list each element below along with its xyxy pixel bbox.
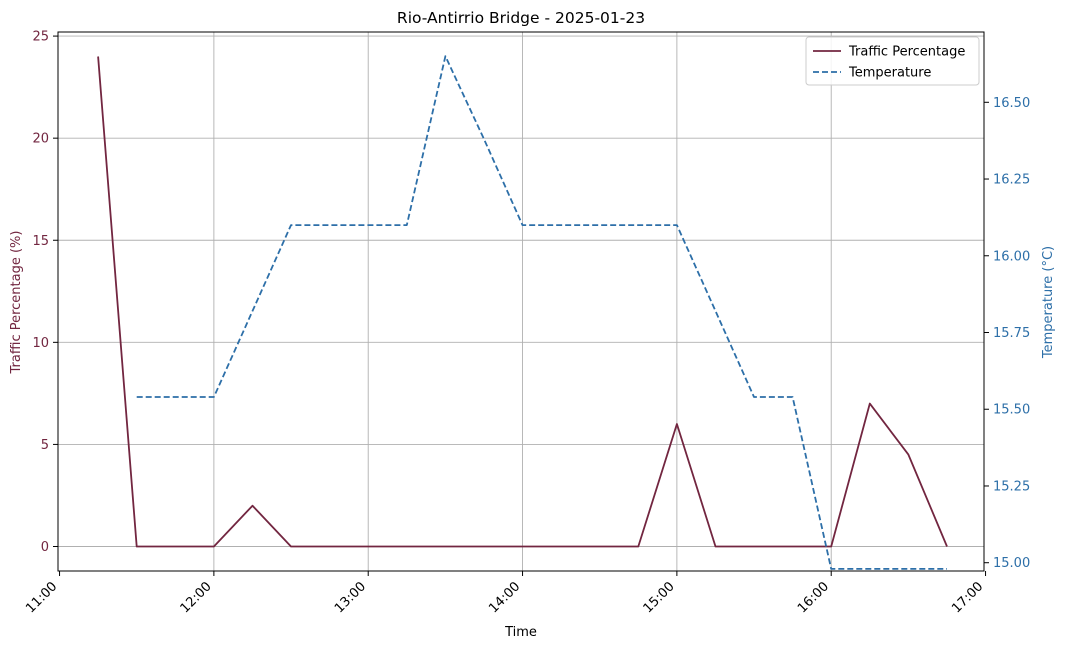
x-tick-label: 15:00 — [641, 579, 678, 616]
x-tick-label: 14:00 — [486, 579, 523, 616]
y-right-tick-label: 15.25 — [993, 479, 1030, 494]
y-axis-right-label: Temperature (°C) — [1041, 246, 1056, 359]
y-left-tick-label: 20 — [32, 132, 49, 147]
y-right-tick-label: 16.25 — [993, 173, 1030, 188]
x-tick-label: 16:00 — [795, 579, 832, 616]
x-axis: 11:00 12:00 13:00 14:00 15:00 16:00 17:00 — [23, 571, 986, 616]
y-left-tick-label: 5 — [41, 438, 49, 453]
x-axis-label: Time — [504, 625, 537, 640]
x-tick-label: 17:00 — [949, 579, 986, 616]
grid — [58, 32, 984, 571]
x-tick-label: 11:00 — [23, 579, 60, 616]
x-tick-label: 13:00 — [332, 579, 369, 616]
legend: Traffic Percentage Temperature — [805, 36, 980, 86]
y-right-tick-label: 16.50 — [993, 96, 1030, 111]
y-left-tick-label: 15 — [32, 234, 49, 249]
y-right-tick-label: 16.00 — [993, 249, 1030, 264]
series-layer — [97, 55, 948, 570]
y-axis-left: 0 5 10 15 20 25 — [32, 30, 58, 555]
y-right-tick-label: 15.00 — [993, 556, 1030, 571]
temperature-series-line — [136, 55, 947, 570]
chart-title: Rio-Antirrio Bridge - 2025-01-23 — [397, 9, 645, 27]
y-axis-right: 15.00 15.25 15.50 15.75 16.00 16.25 16.50 — [984, 96, 1030, 571]
y-left-tick-label: 25 — [32, 30, 49, 45]
y-right-tick-label: 15.75 — [993, 326, 1030, 341]
plot-frame — [57, 31, 985, 572]
y-right-tick-label: 15.50 — [993, 403, 1030, 418]
legend-temperature-label: Temperature — [848, 66, 931, 81]
y-left-tick-label: 10 — [32, 336, 49, 351]
legend-traffic-label: Traffic Percentage — [848, 45, 965, 60]
y-axis-left-label: Traffic Percentage (%) — [9, 231, 24, 375]
traffic-series-line — [97, 56, 948, 548]
legend-box — [805, 36, 980, 86]
y-left-tick-label: 0 — [41, 540, 49, 555]
x-tick-label: 12:00 — [178, 579, 215, 616]
